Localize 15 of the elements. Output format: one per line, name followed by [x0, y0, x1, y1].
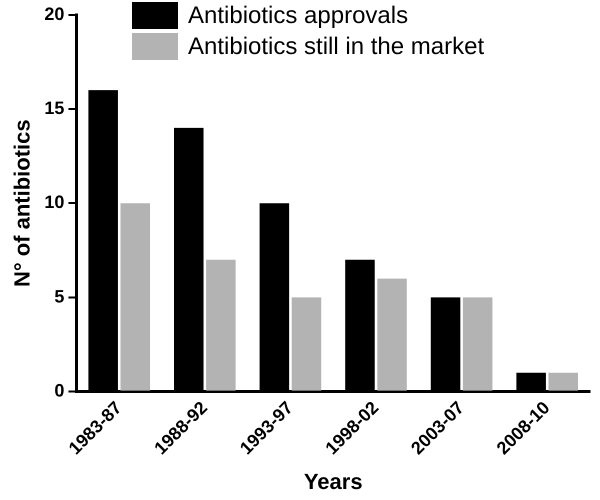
bar: [548, 372, 578, 391]
bar: [462, 297, 492, 391]
y-tick-label: 5: [54, 286, 64, 306]
bar: [292, 297, 322, 391]
y-tick-label: 10: [44, 192, 64, 212]
bar: [377, 278, 407, 391]
y-tick-label: 15: [44, 98, 64, 118]
x-axis-title: Years: [304, 468, 363, 494]
y-tick-label: 0: [54, 380, 64, 401]
legend-label: Antibiotics still in the market: [188, 32, 484, 60]
bar: [120, 203, 150, 391]
bar: [206, 260, 236, 391]
legend-label: Antibiotics approvals: [188, 2, 408, 30]
y-tick-label: 20: [44, 4, 64, 24]
y-axis-title: N° of antibiotics: [9, 119, 34, 288]
